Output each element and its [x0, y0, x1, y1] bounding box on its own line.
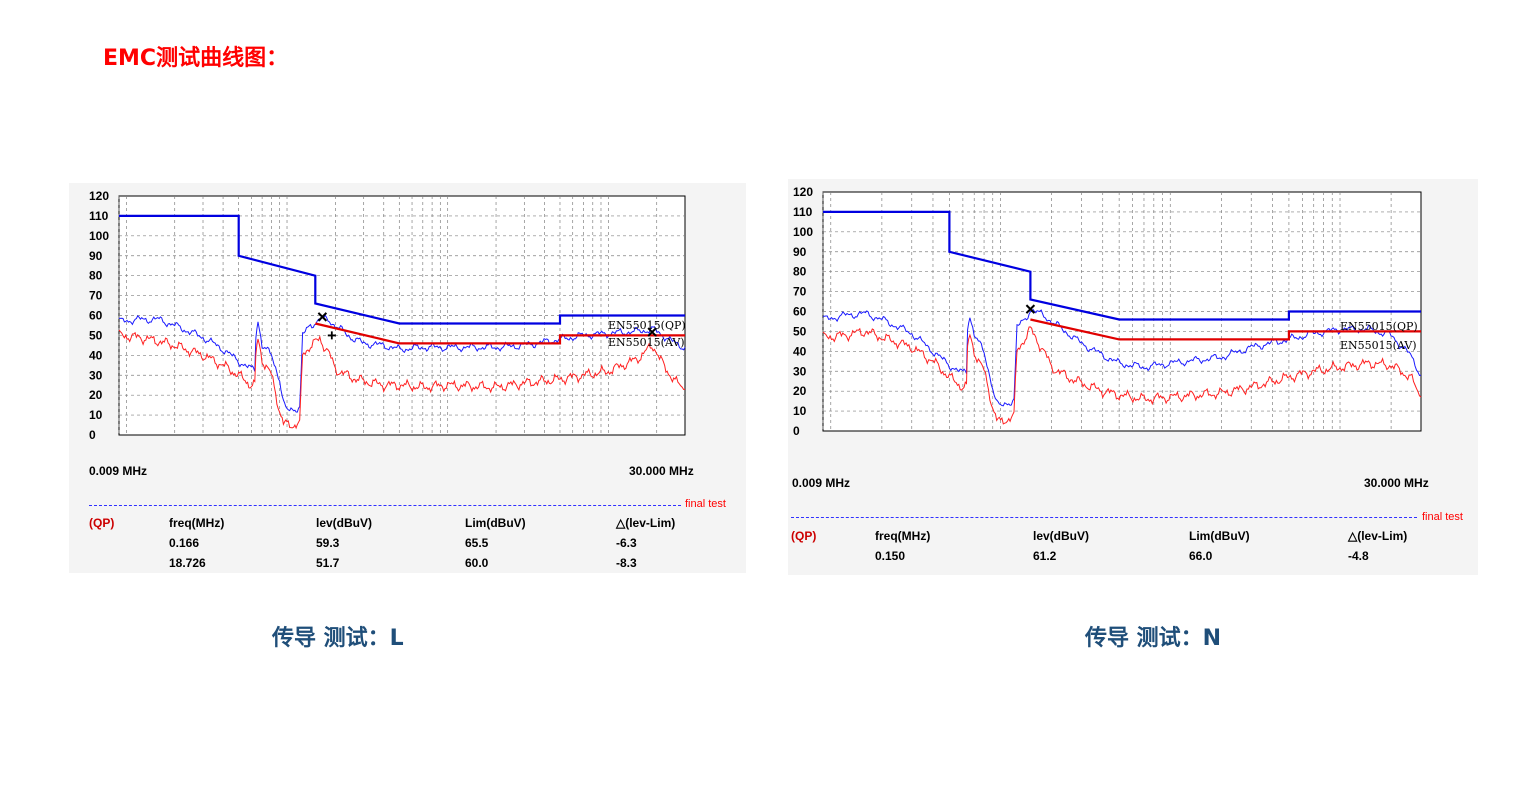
- y-tick-label: 110: [793, 205, 813, 219]
- y-tick-label: 90: [89, 249, 103, 263]
- table-header: Lim(dBuV): [465, 516, 526, 530]
- y-tick-label: 90: [793, 245, 807, 259]
- y-tick-label: 10: [89, 408, 103, 422]
- table-header: △(lev-Lim): [616, 516, 676, 530]
- peak-marker-x: [647, 327, 657, 337]
- table-header: Lim(dBuV): [1189, 529, 1250, 543]
- freq-stop-label: 30.000 MHz: [629, 464, 694, 478]
- y-tick-label: 50: [793, 324, 807, 338]
- y-tick-label: 110: [89, 209, 109, 223]
- y-tick-label: 0: [793, 424, 800, 438]
- table-cell: 61.2: [1033, 549, 1057, 563]
- table-cell: 60.0: [465, 556, 489, 570]
- y-tick-label: 50: [89, 328, 103, 342]
- chart-panel-l: 01020304050607080901001101200.010.050.10…: [69, 183, 746, 573]
- peak-marker-x: [317, 312, 328, 322]
- table-header: lev(dBuV): [316, 516, 373, 530]
- y-tick-label: 0: [89, 428, 96, 442]
- y-tick-label: 120: [793, 185, 813, 199]
- y-tick-label: 60: [89, 309, 103, 323]
- table-cell: -4.8: [1348, 549, 1369, 563]
- table-cell: 66.0: [1189, 549, 1213, 563]
- caption-l: 传导 测试：L: [272, 626, 404, 651]
- limit-label-av: EN55015(AV): [1340, 339, 1417, 352]
- detector-label: (QP): [89, 516, 115, 530]
- qp-limit-line: [823, 210, 1421, 321]
- y-tick-label: 70: [89, 289, 103, 303]
- y-tick-label: 100: [89, 229, 109, 243]
- y-tick-label: 120: [89, 189, 109, 203]
- y-tick-label: 40: [89, 348, 103, 362]
- y-tick-label: 30: [89, 368, 103, 382]
- limit-label-av: EN55015(AV): [608, 336, 685, 349]
- table-header: freq(MHz): [169, 516, 225, 530]
- qp-measurement-trace: [118, 314, 686, 413]
- table-cell: 51.7: [316, 556, 340, 570]
- table-cell: 0.150: [875, 549, 906, 563]
- emc-chart-n: 01020304050607080901001101200.010.050.10…: [793, 185, 1422, 438]
- y-tick-label: 100: [793, 225, 813, 239]
- table-cell: -6.3: [616, 536, 637, 550]
- qp-limit-line: [119, 214, 685, 325]
- y-tick-label: 60: [793, 305, 807, 319]
- freq-stop-label: 30.000 MHz: [1364, 476, 1429, 490]
- av-limit-line: [315, 322, 685, 345]
- peak-marker-plus: [327, 331, 336, 340]
- table-cell: 59.3: [316, 536, 340, 550]
- table-cell: -8.3: [616, 556, 637, 570]
- final-test-label: final test: [1422, 511, 1463, 523]
- freq-start-label: 0.009 MHz: [89, 464, 148, 478]
- page-title: EMC测试曲线图：: [103, 46, 289, 71]
- y-tick-label: 40: [793, 344, 807, 358]
- y-tick-label: 10: [793, 404, 807, 418]
- chart-panel-n: 01020304050607080901001101200.010.050.10…: [788, 179, 1478, 575]
- detector-label: (QP): [791, 529, 817, 543]
- table-header: lev(dBuV): [1033, 529, 1090, 543]
- y-tick-label: 20: [89, 388, 103, 402]
- final-test-separator: [89, 505, 681, 506]
- y-tick-label: 30: [793, 364, 807, 378]
- freq-start-label: 0.009 MHz: [792, 476, 851, 490]
- limit-label-qp: EN55015(QP): [608, 319, 686, 332]
- table-header: freq(MHz): [875, 529, 931, 543]
- y-tick-label: 20: [793, 384, 807, 398]
- av-limit-line: [1030, 318, 1421, 341]
- final-test-separator: [791, 517, 1417, 518]
- table-cell: 18.726: [169, 556, 206, 570]
- y-tick-label: 80: [793, 265, 807, 279]
- table-header: △(lev-Lim): [1348, 529, 1408, 543]
- qp-measurement-trace: [822, 308, 1422, 407]
- table-cell: 65.5: [465, 536, 489, 550]
- av-measurement-trace: [822, 326, 1422, 425]
- table-cell: 0.166: [169, 536, 200, 550]
- final-test-label: final test: [685, 498, 726, 510]
- emc-chart-l: 01020304050607080901001101200.010.050.10…: [89, 189, 686, 442]
- y-tick-label: 80: [89, 269, 103, 283]
- av-measurement-trace: [118, 329, 686, 430]
- caption-n: 传导 测试：N: [1085, 626, 1222, 651]
- y-tick-label: 70: [793, 285, 807, 299]
- peak-marker-x: [1025, 304, 1036, 314]
- limit-label-qp: EN55015(QP): [1340, 320, 1418, 333]
